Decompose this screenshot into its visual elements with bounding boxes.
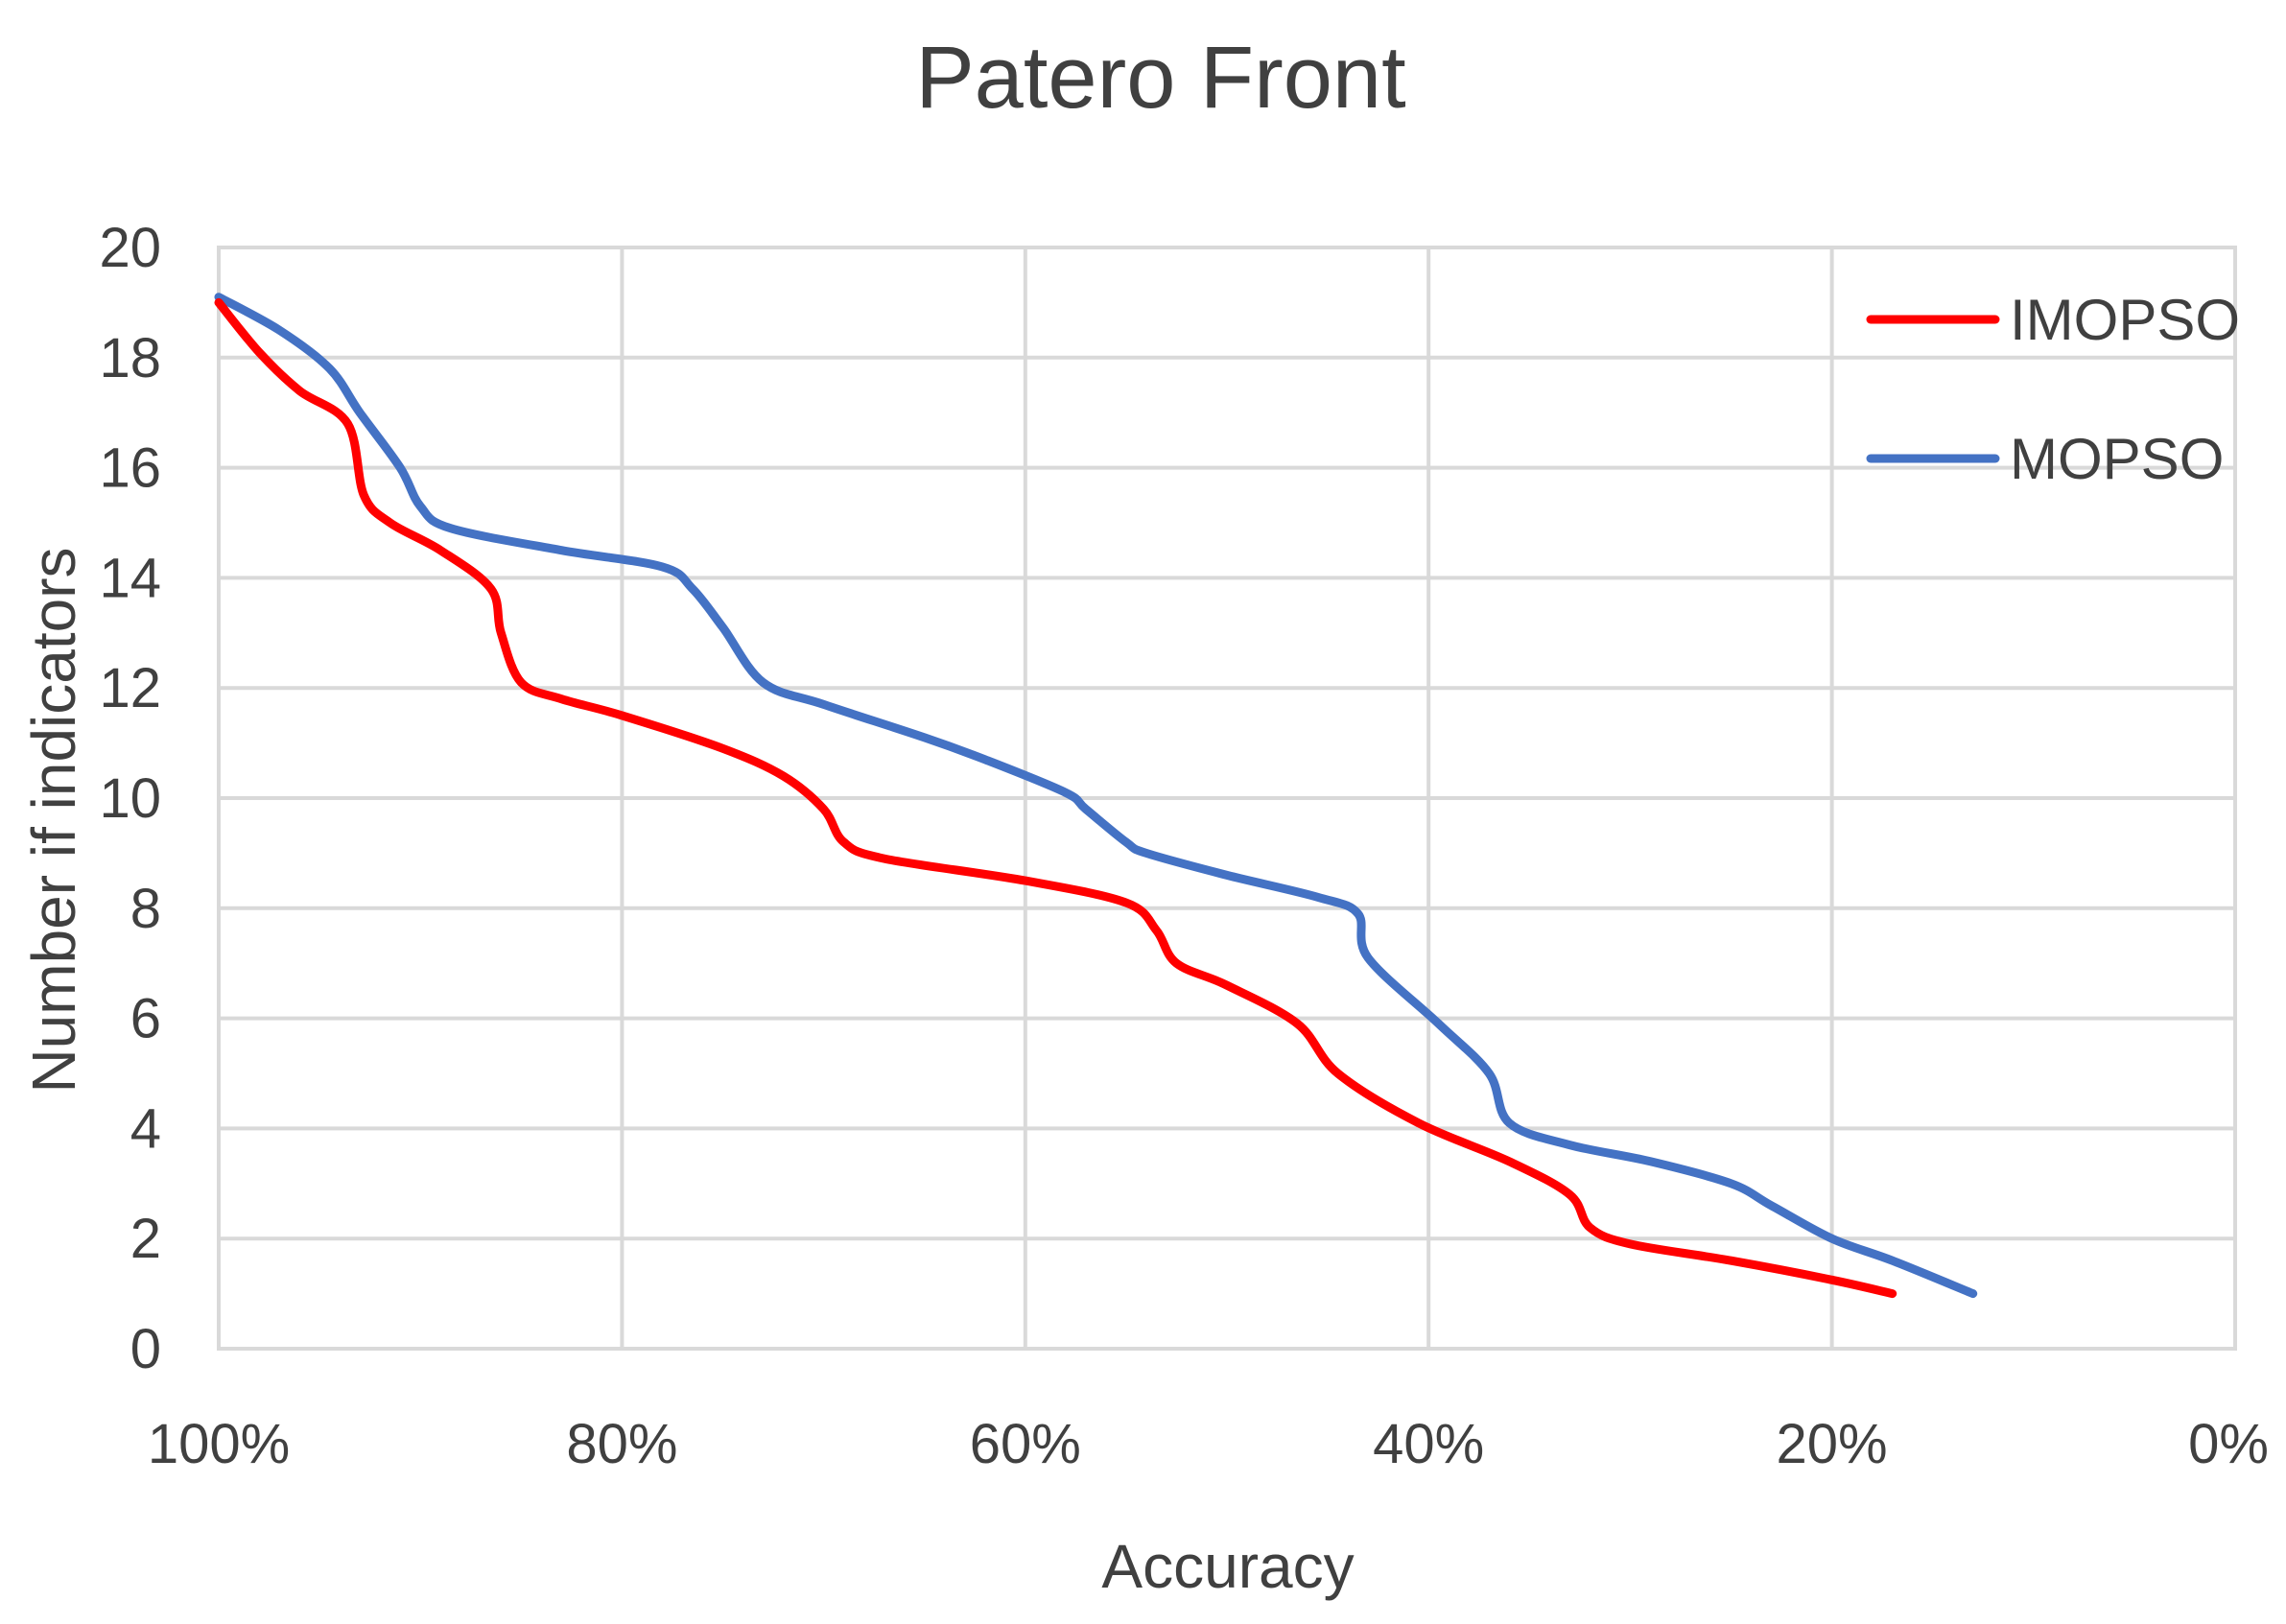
x-tick-label: 20%: [1777, 1413, 1888, 1475]
y-axis-label: Number if indicators: [19, 547, 88, 1093]
y-tick-label: 8: [130, 878, 161, 940]
series-line-imopso: [214, 297, 1897, 1299]
x-tick-label: 100%: [148, 1413, 290, 1475]
y-tick-label: 18: [99, 327, 161, 389]
y-tick-label: 4: [130, 1097, 161, 1160]
x-tick-label: 60%: [970, 1413, 1081, 1475]
x-axis-ticks: 100% 80% 60% 40% 20% 0%: [148, 1413, 2269, 1475]
y-tick-label: 12: [99, 657, 161, 719]
y-tick-label: 14: [99, 547, 161, 609]
grid: [217, 246, 2237, 1351]
x-tick-label: 40%: [1373, 1413, 1484, 1475]
legend-label-imopso: IMOPSO: [2010, 288, 2240, 352]
y-tick-label: 6: [130, 988, 161, 1050]
y-tick-label: 10: [99, 767, 161, 830]
legend-label-mopso: MOPSO: [2010, 427, 2224, 491]
x-axis-label: Accuracy: [1101, 1532, 1354, 1601]
legend: IMOPSO MOPSO: [1866, 288, 2240, 491]
y-tick-label: 20: [99, 217, 161, 279]
series-layer: [214, 293, 1978, 1299]
chart-title: Patero Front: [915, 29, 1405, 127]
x-tick-label: 0%: [2188, 1413, 2269, 1475]
x-tick-label: 80%: [566, 1413, 677, 1475]
plot-area: [217, 246, 2237, 1351]
series-line-mopso: [214, 293, 1978, 1299]
y-tick-label: 16: [99, 437, 161, 500]
y-tick-label: 2: [130, 1208, 161, 1270]
y-axis-ticks: 0 2 4 6 8 10 12 14 16 18 20: [99, 217, 161, 1380]
y-tick-label: 0: [130, 1318, 161, 1380]
